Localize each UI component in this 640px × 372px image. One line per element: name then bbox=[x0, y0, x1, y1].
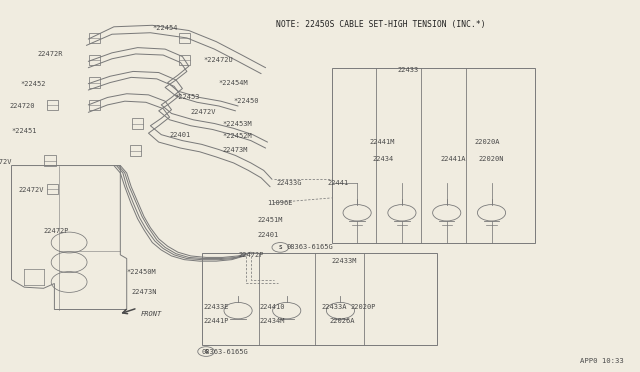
Text: 22433M: 22433M bbox=[332, 258, 357, 264]
Text: 22401: 22401 bbox=[257, 232, 278, 238]
Text: 224410: 224410 bbox=[259, 304, 285, 310]
Text: *22453: *22453 bbox=[174, 94, 200, 100]
Text: 22434M: 22434M bbox=[259, 318, 285, 324]
Text: *22450: *22450 bbox=[234, 98, 259, 104]
Text: S: S bbox=[278, 245, 282, 250]
Text: 224720: 224720 bbox=[10, 103, 35, 109]
Text: 08363-6165G: 08363-6165G bbox=[287, 244, 333, 250]
Text: 22473N: 22473N bbox=[131, 289, 157, 295]
Bar bbox=[332, 68, 535, 243]
Bar bbox=[89, 33, 100, 43]
Text: 22472V: 22472V bbox=[0, 159, 12, 165]
Bar bbox=[132, 118, 143, 129]
Bar bbox=[89, 77, 100, 88]
Bar bbox=[202, 253, 437, 345]
Text: *22450M: *22450M bbox=[127, 269, 156, 275]
Text: *22454M: *22454M bbox=[219, 80, 248, 86]
Bar bbox=[44, 155, 56, 166]
Text: 22433: 22433 bbox=[397, 67, 419, 73]
Text: 22472P: 22472P bbox=[44, 228, 69, 234]
Text: *22453M: *22453M bbox=[223, 121, 252, 126]
Text: *22454: *22454 bbox=[152, 25, 178, 31]
Text: 22472R: 22472R bbox=[37, 51, 63, 57]
Text: 22433A: 22433A bbox=[321, 304, 347, 310]
Text: 22433G: 22433G bbox=[276, 180, 302, 186]
Bar bbox=[47, 184, 58, 194]
Text: 22433E: 22433E bbox=[204, 304, 229, 310]
Text: 08363-6165G: 08363-6165G bbox=[202, 349, 248, 355]
Text: FRONT: FRONT bbox=[141, 311, 162, 317]
Text: 22441: 22441 bbox=[327, 180, 349, 186]
Text: 22472V: 22472V bbox=[18, 187, 44, 193]
Text: 22020P: 22020P bbox=[351, 304, 376, 310]
Text: S: S bbox=[204, 349, 208, 354]
Text: 22451M: 22451M bbox=[257, 217, 283, 223]
Bar bbox=[89, 55, 100, 65]
Text: 22026A: 22026A bbox=[330, 318, 355, 324]
Text: 22472P: 22472P bbox=[238, 252, 264, 258]
Text: APP0 10:33: APP0 10:33 bbox=[580, 358, 624, 364]
Text: 11096E: 11096E bbox=[268, 200, 293, 206]
Text: 22472V: 22472V bbox=[191, 109, 216, 115]
Text: 22473M: 22473M bbox=[223, 147, 248, 153]
Bar bbox=[89, 100, 100, 110]
Text: *22451: *22451 bbox=[12, 128, 37, 134]
Text: *22452M: *22452M bbox=[223, 133, 252, 139]
Text: *22472U: *22472U bbox=[204, 57, 233, 63]
Text: 22441P: 22441P bbox=[204, 318, 229, 324]
Bar bbox=[179, 33, 190, 43]
Bar bbox=[47, 100, 58, 110]
Text: 22020A: 22020A bbox=[475, 139, 500, 145]
Text: NOTE: 22450S CABLE SET-HIGH TENSION (INC.*): NOTE: 22450S CABLE SET-HIGH TENSION (INC… bbox=[276, 20, 486, 29]
Bar bbox=[130, 145, 141, 156]
Text: 22401: 22401 bbox=[170, 132, 191, 138]
Text: 22434: 22434 bbox=[372, 156, 394, 162]
Text: 22441A: 22441A bbox=[440, 156, 466, 162]
Text: *22452: *22452 bbox=[20, 81, 46, 87]
Text: 22441M: 22441M bbox=[370, 139, 396, 145]
Bar bbox=[179, 55, 190, 65]
Text: 22020N: 22020N bbox=[479, 156, 504, 162]
